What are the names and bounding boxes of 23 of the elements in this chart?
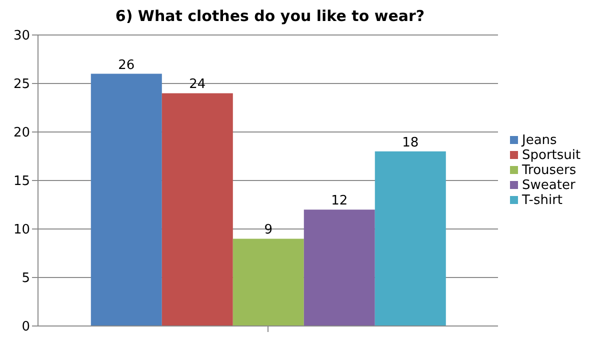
y-tick-label: 25 — [13, 77, 30, 92]
legend-label: Sportsuit — [522, 148, 581, 162]
legend-label: T-shirt — [522, 192, 563, 208]
y-tick-label: 10 — [13, 222, 30, 238]
data-label: 26 — [118, 58, 135, 73]
y-tick-label: 20 — [13, 126, 30, 141]
y-tick-label: 30 — [13, 28, 30, 44]
y-tick-label: 0 — [22, 320, 30, 335]
data-label: 24 — [189, 77, 206, 92]
y-tick-label: 15 — [13, 174, 30, 190]
legend-label: Trousers — [522, 162, 576, 178]
bar — [162, 93, 233, 326]
y-tick-label: 5 — [22, 271, 30, 286]
data-label: 18 — [402, 135, 419, 150]
bar — [90, 74, 162, 326]
bar — [304, 210, 375, 326]
data-label: 12 — [331, 194, 348, 209]
data-label: 9 — [264, 222, 273, 238]
chart-title: 6) What clothes do you like to wear? — [114, 7, 426, 25]
bar — [232, 238, 304, 326]
legend-label: Sweater — [522, 178, 576, 192]
bar — [374, 151, 446, 326]
legend-label: Jeans — [522, 132, 557, 148]
